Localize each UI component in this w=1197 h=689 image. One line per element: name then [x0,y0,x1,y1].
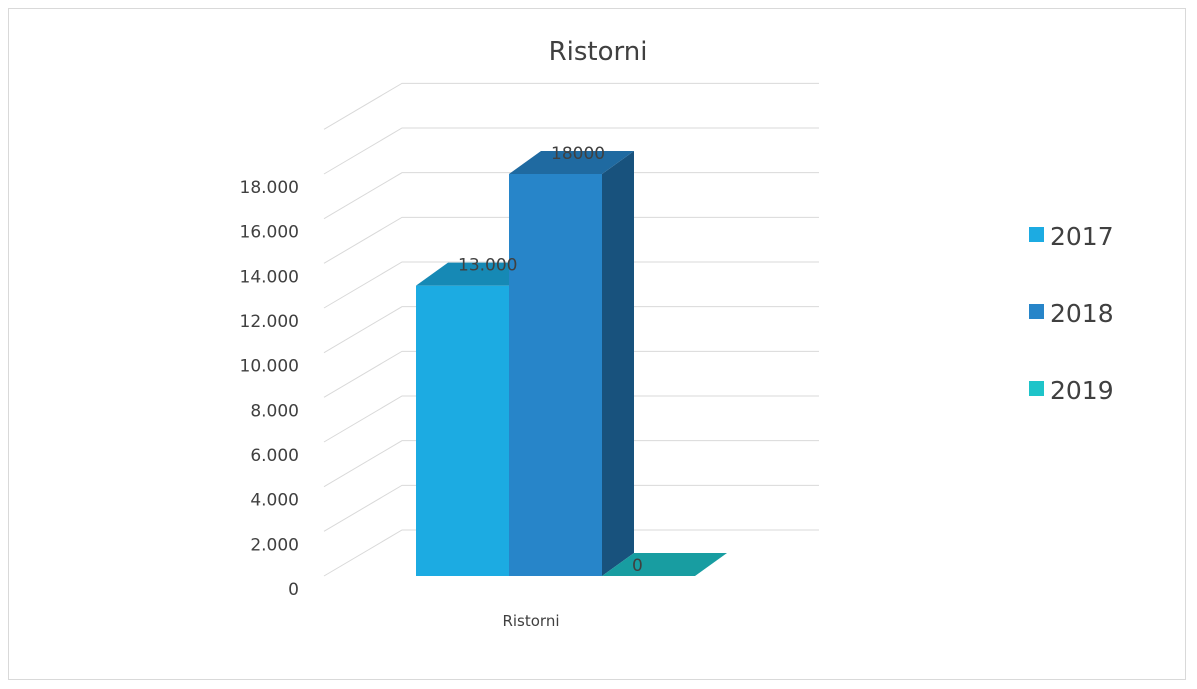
y-tick-label: 8.000 [250,401,299,421]
bar-front [416,285,509,576]
category-label: Ristorni [502,612,559,630]
bar-2018 [509,151,634,576]
data-label-2017: 13.000 [458,256,517,276]
gridline [323,127,819,175]
y-tick-label: 18.000 [240,178,299,198]
gridline [323,529,819,577]
grid-layer [323,82,819,577]
chart-frame: Ristorni 0 2.000 4.000 6.000 8.000 10.000 12.0… [8,8,1186,680]
bar-top [509,151,634,174]
data-label-2019: 0 [632,556,643,576]
y-tick-label: 14.000 [240,267,299,287]
gridline [323,350,819,398]
gridline [323,172,819,220]
legend-swatch-2017 [1029,227,1044,242]
y-tick-label: 6.000 [250,446,299,466]
legend-label-2017: 2017 [1050,222,1114,251]
data-labels: 13.000 18000 0 [458,144,643,576]
gridline [323,306,819,354]
y-tick-label: 4.000 [250,491,299,511]
gridline [323,216,819,264]
bar-side [602,151,634,576]
legend-label-2019: 2019 [1050,376,1114,405]
data-label-2018: 18000 [551,144,605,164]
legend-label-2018: 2018 [1050,299,1114,328]
chart-plot: Ristorni 0 2.000 4.000 6.000 8.000 10.000 12.0… [240,37,1114,630]
y-axis: 0 2.000 4.000 6.000 8.000 10.000 12.000 14.000 1… [240,178,299,600]
y-tick-label: 16.000 [240,223,299,243]
gridline [323,484,819,532]
bar-top [602,553,727,576]
legend: 2017 2018 2019 [1029,222,1114,405]
gridline [323,395,819,443]
y-tick-label: 0 [288,580,299,600]
bar-2019 [602,553,727,576]
y-tick-label: 2.000 [250,535,299,555]
y-tick-label: 10.000 [240,357,299,377]
legend-swatch-2018 [1029,304,1044,319]
bars-layer [416,151,727,576]
bar-front [509,174,602,576]
gridline [323,261,819,309]
gridline [323,440,819,488]
chart-title: Ristorni [549,37,648,67]
legend-swatch-2019 [1029,381,1044,396]
y-tick-label: 12.000 [240,312,299,332]
gridline [323,82,819,130]
